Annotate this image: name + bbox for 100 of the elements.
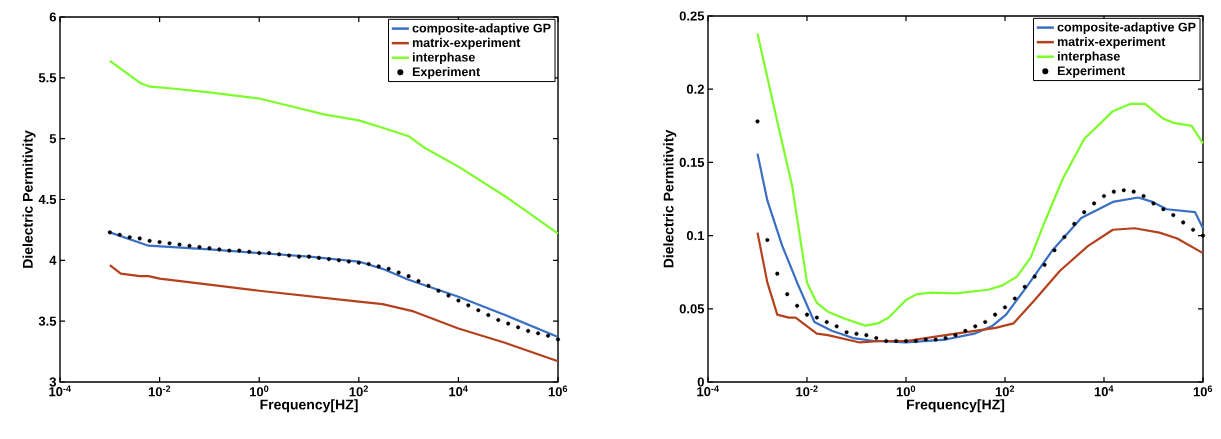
point bbox=[1181, 220, 1186, 225]
point bbox=[197, 244, 202, 249]
y-tick-label: 5.5 bbox=[38, 73, 57, 83]
point bbox=[396, 270, 401, 275]
y-tick-label: 4.5 bbox=[38, 194, 57, 205]
point bbox=[177, 242, 182, 247]
point bbox=[147, 238, 152, 243]
point bbox=[436, 288, 441, 293]
point bbox=[923, 337, 928, 342]
point bbox=[983, 319, 988, 324]
point bbox=[854, 331, 859, 336]
point bbox=[963, 328, 968, 333]
point bbox=[795, 303, 800, 308]
point bbox=[1161, 207, 1166, 212]
point bbox=[775, 271, 780, 276]
x-tick-label: 10$^{6}$ bbox=[548, 385, 568, 397]
legend-label: interphase bbox=[412, 52, 475, 65]
point bbox=[894, 339, 899, 343]
point bbox=[814, 315, 819, 320]
x-tick-label: 10$^{-2}$ bbox=[148, 385, 171, 397]
y-tick-label: 0.15 bbox=[679, 157, 705, 167]
point bbox=[1141, 194, 1146, 199]
point bbox=[1042, 262, 1047, 267]
point bbox=[416, 279, 421, 283]
point bbox=[904, 339, 908, 343]
point bbox=[456, 298, 461, 303]
point bbox=[1022, 284, 1027, 289]
point bbox=[257, 251, 262, 256]
point bbox=[953, 333, 958, 338]
point bbox=[277, 252, 282, 257]
point bbox=[933, 337, 938, 342]
point bbox=[376, 264, 381, 269]
legend-label: composite-adaptive GP bbox=[1057, 22, 1196, 34]
y-tick-label: 3 bbox=[49, 377, 57, 387]
x-tick-label: 10$^{0}$ bbox=[896, 385, 916, 397]
point bbox=[207, 246, 212, 251]
legend-label: matrix-experiment bbox=[1057, 36, 1166, 49]
x-axis-title: Frequency[HZ] bbox=[907, 399, 1005, 413]
point bbox=[446, 293, 451, 298]
point bbox=[316, 255, 321, 260]
legend-label: Experiment bbox=[412, 66, 481, 79]
point bbox=[267, 251, 272, 256]
point bbox=[346, 259, 351, 264]
point bbox=[107, 230, 112, 235]
point bbox=[864, 333, 869, 338]
point bbox=[1072, 221, 1077, 226]
point bbox=[137, 236, 142, 241]
point bbox=[506, 321, 511, 326]
point bbox=[874, 336, 879, 341]
x-tick-label: 10$^{4}$ bbox=[449, 385, 468, 397]
point bbox=[943, 336, 948, 341]
point bbox=[217, 247, 222, 252]
x-tick-label: 10$^{-2}$ bbox=[796, 385, 818, 397]
point bbox=[466, 303, 471, 308]
point bbox=[824, 319, 829, 324]
legend-label: interphase bbox=[1057, 51, 1120, 64]
point bbox=[237, 248, 242, 253]
point bbox=[1082, 210, 1087, 215]
point bbox=[1200, 233, 1205, 238]
point bbox=[297, 254, 302, 259]
point bbox=[227, 248, 232, 253]
point bbox=[1101, 194, 1106, 199]
point bbox=[1151, 201, 1156, 206]
point bbox=[1012, 296, 1017, 301]
point bbox=[1171, 213, 1176, 218]
y-tick-label: 5 bbox=[49, 134, 57, 144]
point bbox=[1052, 248, 1057, 253]
x-tick-label: 10$^{4}$ bbox=[1094, 385, 1114, 397]
y-tick-label: 6 bbox=[49, 12, 57, 22]
y-tick-label: 3.5 bbox=[38, 316, 57, 326]
point bbox=[1111, 189, 1116, 194]
y-tick-label: 4 bbox=[49, 255, 57, 265]
point bbox=[516, 325, 521, 330]
y-tick-label: 0.25 bbox=[679, 11, 705, 21]
point bbox=[844, 330, 849, 335]
point bbox=[386, 266, 391, 271]
point bbox=[546, 333, 551, 338]
point bbox=[993, 312, 998, 317]
point bbox=[167, 241, 172, 246]
y-tick-label: 0 bbox=[697, 377, 704, 387]
x-tick-label: 10$^{2}$ bbox=[995, 385, 1015, 397]
legend-label: matrix-experiment bbox=[412, 37, 521, 50]
point bbox=[1131, 189, 1136, 194]
point bbox=[785, 292, 790, 297]
x-tick-label: 10$^{0}$ bbox=[250, 385, 269, 397]
y-tick-label: 0.1 bbox=[686, 230, 705, 241]
x-axis-title: Frequency[HZ] bbox=[260, 399, 358, 413]
point bbox=[366, 261, 371, 266]
x-tick-label: 10$^{6}$ bbox=[1193, 385, 1213, 397]
point bbox=[526, 328, 531, 333]
point bbox=[247, 249, 252, 254]
point bbox=[913, 339, 918, 343]
point bbox=[127, 235, 132, 240]
point bbox=[326, 257, 331, 262]
point bbox=[1032, 274, 1037, 279]
legend-label: Experiment bbox=[1057, 65, 1126, 78]
point bbox=[486, 313, 491, 318]
point bbox=[157, 240, 162, 245]
point bbox=[1003, 305, 1007, 310]
point bbox=[765, 237, 770, 242]
